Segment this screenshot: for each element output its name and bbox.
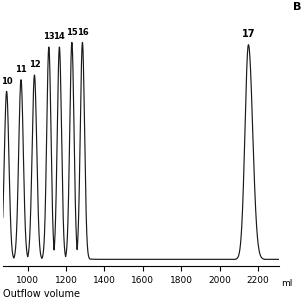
Text: 17: 17 bbox=[242, 29, 255, 39]
Text: 16: 16 bbox=[76, 27, 88, 37]
Text: 14: 14 bbox=[53, 32, 65, 41]
Text: B: B bbox=[293, 2, 301, 12]
Text: 15: 15 bbox=[66, 27, 78, 37]
Text: 11: 11 bbox=[15, 65, 27, 74]
Text: 10: 10 bbox=[1, 76, 12, 85]
Text: ml: ml bbox=[281, 279, 292, 288]
X-axis label: Outflow volume: Outflow volume bbox=[3, 289, 80, 299]
Text: 12: 12 bbox=[29, 60, 40, 69]
Text: 13: 13 bbox=[43, 32, 55, 41]
